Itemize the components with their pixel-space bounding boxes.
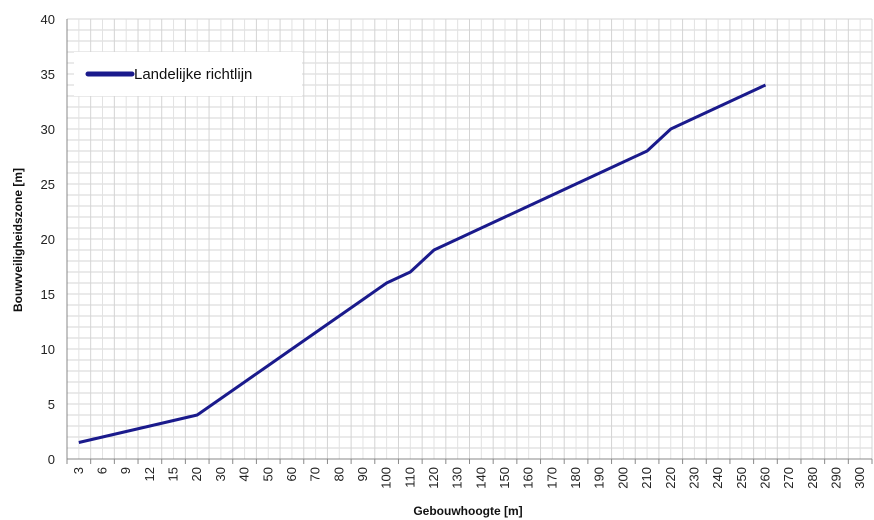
y-tick-label: 15 — [41, 287, 55, 302]
x-tick-label: 160 — [521, 467, 536, 489]
x-tick-label: 130 — [450, 467, 465, 489]
y-tick-label: 20 — [41, 232, 55, 247]
series-line — [78, 83, 767, 444]
series-group — [78, 83, 767, 444]
y-tick-label: 5 — [48, 397, 55, 412]
x-tick-label: 230 — [686, 467, 701, 489]
x-tick-label: 20 — [189, 467, 204, 481]
x-tick-label: 12 — [142, 467, 157, 481]
x-tick-label: 6 — [95, 467, 110, 474]
x-tick-label: 300 — [852, 467, 867, 489]
x-tick-label: 250 — [734, 467, 749, 489]
x-axis-title: Gebouwhoogte [m] — [413, 504, 522, 518]
x-tick-label: 290 — [828, 467, 843, 489]
x-tick-label: 100 — [379, 467, 394, 489]
y-axis-title: Bouwveiligheidszone [m] — [11, 168, 25, 312]
y-tick-label: 25 — [41, 177, 55, 192]
legend: Landelijke richtlijn — [74, 52, 302, 96]
axes — [66, 19, 873, 464]
y-tick-label: 10 — [41, 342, 55, 357]
legend-entry: Landelijke richtlijn — [134, 66, 252, 83]
x-tick-label: 190 — [592, 467, 607, 489]
x-tick-label: 240 — [710, 467, 725, 489]
x-tick-label: 60 — [284, 467, 299, 481]
x-tick-label: 210 — [639, 467, 654, 489]
x-tick-label: 270 — [781, 467, 796, 489]
x-tick-label: 120 — [426, 467, 441, 489]
y-tick-labels: 0 5 10 15 20 25 30 35 40 — [41, 12, 55, 467]
x-tick-label: 180 — [568, 467, 583, 489]
x-tick-label: 70 — [308, 467, 323, 481]
x-tick-label: 140 — [473, 467, 488, 489]
x-tick-label: 15 — [166, 467, 181, 481]
y-tick-label: 30 — [41, 122, 55, 137]
x-tick-label: 110 — [402, 467, 417, 488]
x-tick-label: 90 — [355, 467, 370, 481]
x-tick-label: 260 — [757, 467, 772, 489]
x-tick-labels: 3 6 9 12 15 20 30 40 50 60 70 80 90 100 110 120 130 140 15… — [71, 467, 867, 489]
x-tick-label: 170 — [544, 467, 559, 489]
x-tick-label: 50 — [260, 467, 275, 481]
x-tick-label: 9 — [118, 467, 133, 474]
y-tick-label: 40 — [41, 12, 55, 27]
x-tick-label: 40 — [237, 467, 252, 481]
x-tick-label: 3 — [71, 467, 86, 474]
y-tick-label: 35 — [41, 67, 55, 82]
x-tick-label: 200 — [615, 467, 630, 489]
x-tick-label: 220 — [663, 467, 678, 489]
y-tick-label: 0 — [48, 452, 55, 467]
x-tick-label: 30 — [213, 467, 228, 481]
x-tick-label: 80 — [331, 467, 346, 481]
x-tick-label: 150 — [497, 467, 512, 489]
x-tick-label: 280 — [805, 467, 820, 489]
